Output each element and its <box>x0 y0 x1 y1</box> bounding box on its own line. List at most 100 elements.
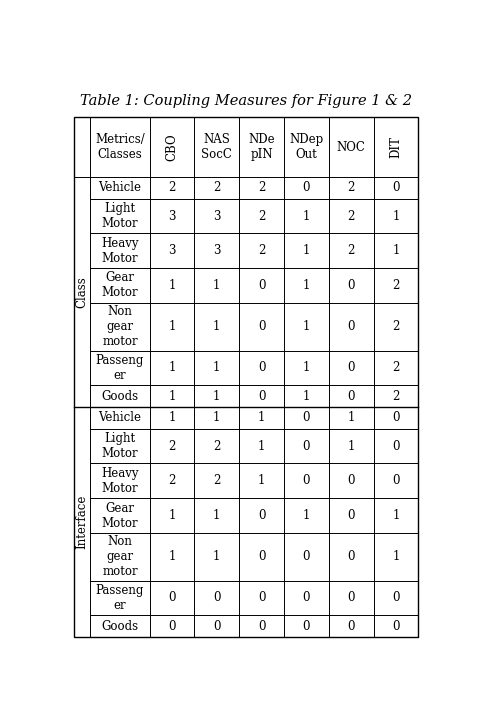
Text: 1: 1 <box>213 550 220 563</box>
Text: 2: 2 <box>392 321 400 334</box>
Text: 1: 1 <box>168 321 176 334</box>
Text: 0: 0 <box>303 474 310 487</box>
Text: 0: 0 <box>392 619 400 632</box>
Text: 2: 2 <box>213 181 220 194</box>
Text: Interface: Interface <box>76 495 88 549</box>
Text: 0: 0 <box>258 509 265 522</box>
Text: CBO: CBO <box>165 134 178 161</box>
Text: 2: 2 <box>258 209 265 222</box>
Text: 2: 2 <box>168 181 176 194</box>
Text: 1: 1 <box>392 509 400 522</box>
Text: 1: 1 <box>303 279 310 292</box>
Text: 0: 0 <box>303 550 310 563</box>
Text: 2: 2 <box>213 474 220 487</box>
Text: 1: 1 <box>168 412 176 425</box>
Text: 1: 1 <box>213 509 220 522</box>
Text: 0: 0 <box>258 279 265 292</box>
Text: Heavy
Motor: Heavy Motor <box>101 237 139 265</box>
Text: Vehicle: Vehicle <box>98 181 141 194</box>
Text: Heavy
Motor: Heavy Motor <box>101 467 139 495</box>
Text: 1: 1 <box>303 390 310 403</box>
Text: 2: 2 <box>392 279 400 292</box>
Text: 0: 0 <box>348 619 355 632</box>
Text: 1: 1 <box>348 440 355 453</box>
Text: NDe
pIN: NDe pIN <box>248 133 275 161</box>
Text: 0: 0 <box>303 181 310 194</box>
Text: 0: 0 <box>392 181 400 194</box>
Text: 0: 0 <box>168 619 176 632</box>
Text: 1: 1 <box>258 412 265 425</box>
Text: 0: 0 <box>168 591 176 604</box>
Text: 1: 1 <box>213 390 220 403</box>
Text: 0: 0 <box>258 390 265 403</box>
Text: 0: 0 <box>392 474 400 487</box>
Text: 3: 3 <box>213 244 220 257</box>
Text: 1: 1 <box>213 362 220 375</box>
Text: 2: 2 <box>392 362 400 375</box>
Text: 1: 1 <box>258 474 265 487</box>
Text: 0: 0 <box>258 550 265 563</box>
Text: 2: 2 <box>348 181 355 194</box>
Text: NAS
SocC: NAS SocC <box>201 133 232 161</box>
Text: 1: 1 <box>213 279 220 292</box>
Text: 1: 1 <box>392 244 400 257</box>
Text: 1: 1 <box>303 362 310 375</box>
Text: 3: 3 <box>213 209 220 222</box>
Text: 2: 2 <box>348 244 355 257</box>
Text: 0: 0 <box>392 591 400 604</box>
Text: 1: 1 <box>392 550 400 563</box>
Text: 1: 1 <box>303 244 310 257</box>
Text: Gear
Motor: Gear Motor <box>102 271 138 300</box>
Text: Class: Class <box>76 276 88 308</box>
Text: Goods: Goods <box>101 390 139 403</box>
Text: Passeng
er: Passeng er <box>96 354 144 382</box>
Text: 1: 1 <box>213 321 220 334</box>
Text: 1: 1 <box>348 412 355 425</box>
Text: 0: 0 <box>258 619 265 632</box>
Text: 0: 0 <box>258 362 265 375</box>
Text: Goods: Goods <box>101 619 139 632</box>
Text: 1: 1 <box>168 550 176 563</box>
Text: 1: 1 <box>168 362 176 375</box>
Text: 0: 0 <box>303 619 310 632</box>
Text: 0: 0 <box>348 591 355 604</box>
Text: 0: 0 <box>303 591 310 604</box>
Text: Non
gear
motor: Non gear motor <box>102 305 138 348</box>
Text: 0: 0 <box>258 321 265 334</box>
Text: Table 1: Coupling Measures for Figure 1 & 2: Table 1: Coupling Measures for Figure 1 … <box>80 94 412 108</box>
Text: 2: 2 <box>168 474 176 487</box>
Text: 0: 0 <box>392 412 400 425</box>
Text: 0: 0 <box>348 550 355 563</box>
Text: 1: 1 <box>303 209 310 222</box>
Text: 1: 1 <box>168 390 176 403</box>
Text: 0: 0 <box>303 440 310 453</box>
Text: Metrics/
Classes: Metrics/ Classes <box>95 133 145 161</box>
Text: 0: 0 <box>348 509 355 522</box>
Text: DIT: DIT <box>390 136 402 158</box>
Text: Gear
Motor: Gear Motor <box>102 502 138 529</box>
Text: Light
Motor: Light Motor <box>102 202 138 230</box>
Text: NDep
Out: NDep Out <box>289 133 324 161</box>
Text: 0: 0 <box>348 474 355 487</box>
Text: Light
Motor: Light Motor <box>102 432 138 460</box>
Text: 2: 2 <box>213 440 220 453</box>
Text: 0: 0 <box>213 591 220 604</box>
Text: 1: 1 <box>392 209 400 222</box>
Text: 0: 0 <box>348 362 355 375</box>
Text: 1: 1 <box>213 412 220 425</box>
Text: 1: 1 <box>303 321 310 334</box>
Text: 2: 2 <box>258 181 265 194</box>
Text: 3: 3 <box>168 244 176 257</box>
Text: 0: 0 <box>348 390 355 403</box>
Text: 0: 0 <box>348 321 355 334</box>
Text: 0: 0 <box>258 591 265 604</box>
Text: 0: 0 <box>303 412 310 425</box>
Text: 2: 2 <box>348 209 355 222</box>
Text: 2: 2 <box>392 390 400 403</box>
Text: 1: 1 <box>303 509 310 522</box>
Text: Non
gear
motor: Non gear motor <box>102 535 138 578</box>
Text: 0: 0 <box>392 440 400 453</box>
Text: 1: 1 <box>258 440 265 453</box>
Text: 2: 2 <box>258 244 265 257</box>
Text: 2: 2 <box>168 440 176 453</box>
